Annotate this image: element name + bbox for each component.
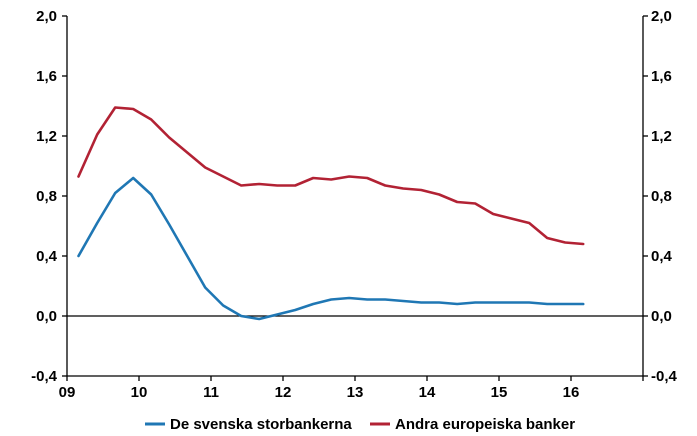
x-tick-label: 11 xyxy=(203,384,219,401)
y-tick-label-left: -0,4 xyxy=(31,368,58,385)
y-tick-label-left: 1,2 xyxy=(36,128,57,145)
y-axis-left: -0,4 0,0 0,4 0,8 1,2 1,6 2,0 xyxy=(31,8,67,385)
y-tick-label-left: 2,0 xyxy=(36,8,57,25)
y-tick-label-left: 0,0 xyxy=(36,308,57,325)
y-tick-label-right: -0,4 xyxy=(651,368,678,385)
x-tick-label: 16 xyxy=(563,384,580,401)
x-tick-label: 15 xyxy=(491,384,508,401)
series-lines xyxy=(77,106,585,321)
legend: De svenska storbankerna Andra europeiska … xyxy=(145,416,575,433)
y-tick-label-right: 1,6 xyxy=(651,68,672,85)
x-tick-label: 12 xyxy=(275,384,292,401)
x-tick-label: 10 xyxy=(131,384,148,401)
y-tick-label-left: 0,4 xyxy=(36,248,58,265)
x-tick-label: 09 xyxy=(59,384,76,401)
legend-label: Andra europeiska banker xyxy=(395,416,575,433)
y-tick-label-right: 0,8 xyxy=(651,188,672,205)
legend-label: De svenska storbankerna xyxy=(170,416,352,433)
x-axis: 09 10 11 12 13 14 15 16 xyxy=(59,376,644,401)
y-tick-label-right: 0,4 xyxy=(651,248,673,265)
y-tick-label-left: 0,8 xyxy=(36,188,57,205)
y-tick-label-left: 1,6 xyxy=(36,68,57,85)
y-tick-label-right: 1,2 xyxy=(651,128,672,145)
y-axis-right: -0,4 0,0 0,4 0,8 1,2 1,6 2,0 xyxy=(643,8,678,385)
series-line-1 xyxy=(77,176,585,321)
y-tick-label-right: 0,0 xyxy=(651,308,672,325)
series-line-2 xyxy=(77,106,585,246)
x-tick-label: 13 xyxy=(347,384,364,401)
y-tick-label-right: 2,0 xyxy=(651,8,672,25)
x-tick-label: 14 xyxy=(419,384,436,401)
